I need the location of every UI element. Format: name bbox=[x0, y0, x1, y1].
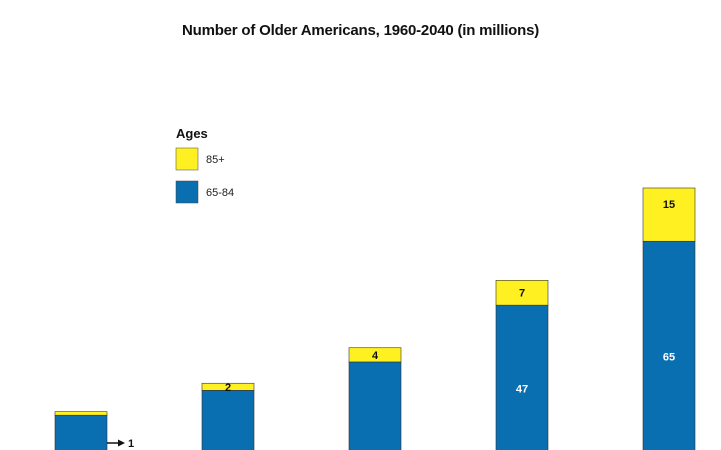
label-85plus-1980: 2 bbox=[225, 382, 231, 394]
label-85plus-2040: 15 bbox=[663, 199, 675, 211]
bar-65-84-2020 bbox=[495, 304, 549, 450]
callout-arrow-head bbox=[118, 439, 125, 447]
bar-65-84-1980 bbox=[201, 390, 255, 450]
callout-label: 1 bbox=[128, 438, 134, 450]
chart-title: Number of Older Americans, 1960-2040 (in… bbox=[181, 22, 540, 39]
legend-swatch-85plus bbox=[175, 147, 199, 171]
bar-85plus-2040 bbox=[642, 187, 696, 242]
label-65-84-2040: 65 bbox=[663, 352, 675, 364]
bar-85plus-1960 bbox=[54, 411, 108, 416]
legend: Ages 85+ 65-84 bbox=[175, 126, 234, 204]
bar-85plus-2000 bbox=[348, 347, 402, 363]
legend-swatch-65-84 bbox=[175, 180, 199, 204]
bar-85plus-1980 bbox=[201, 382, 255, 391]
bar-65-84-2040 bbox=[642, 240, 696, 450]
bar-65-84-2000 bbox=[348, 361, 402, 450]
bar-85plus-2020 bbox=[495, 279, 549, 306]
label-85plus-2020: 7 bbox=[519, 288, 525, 300]
label-65-84-2020: 47 bbox=[516, 384, 528, 396]
label-85plus-2000: 4 bbox=[372, 350, 379, 362]
legend-title: Ages bbox=[176, 126, 208, 141]
legend-label-65-84: 65-84 bbox=[206, 187, 234, 199]
legend-label-85plus: 85+ bbox=[206, 154, 225, 166]
bar-65-84-1960 bbox=[54, 414, 108, 450]
